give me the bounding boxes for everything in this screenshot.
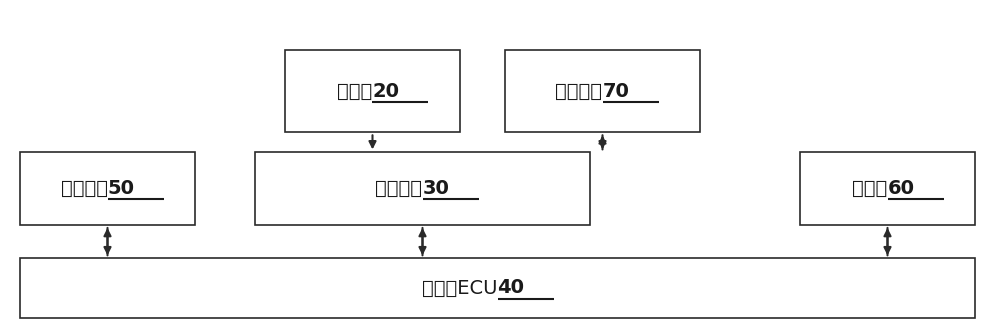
Text: 30: 30: [422, 179, 449, 198]
Bar: [285, 50, 460, 132]
Bar: [20, 152, 195, 225]
Bar: [505, 50, 700, 132]
Text: 主油门: 主油门: [852, 179, 888, 198]
Text: 70: 70: [602, 81, 629, 101]
Bar: [20, 258, 975, 318]
Text: 20: 20: [372, 81, 399, 101]
Text: 总线模块: 总线模块: [376, 179, 422, 198]
Text: 40: 40: [498, 278, 524, 298]
Bar: [800, 152, 975, 225]
Text: 60: 60: [888, 179, 915, 198]
Bar: [255, 152, 590, 225]
Text: 发动机ECU: 发动机ECU: [422, 278, 498, 298]
Text: 远程油门: 远程油门: [60, 179, 108, 198]
Text: 控制器: 控制器: [337, 81, 372, 101]
Text: 车载仪表: 车载仪表: [556, 81, 602, 101]
Text: 50: 50: [108, 179, 134, 198]
